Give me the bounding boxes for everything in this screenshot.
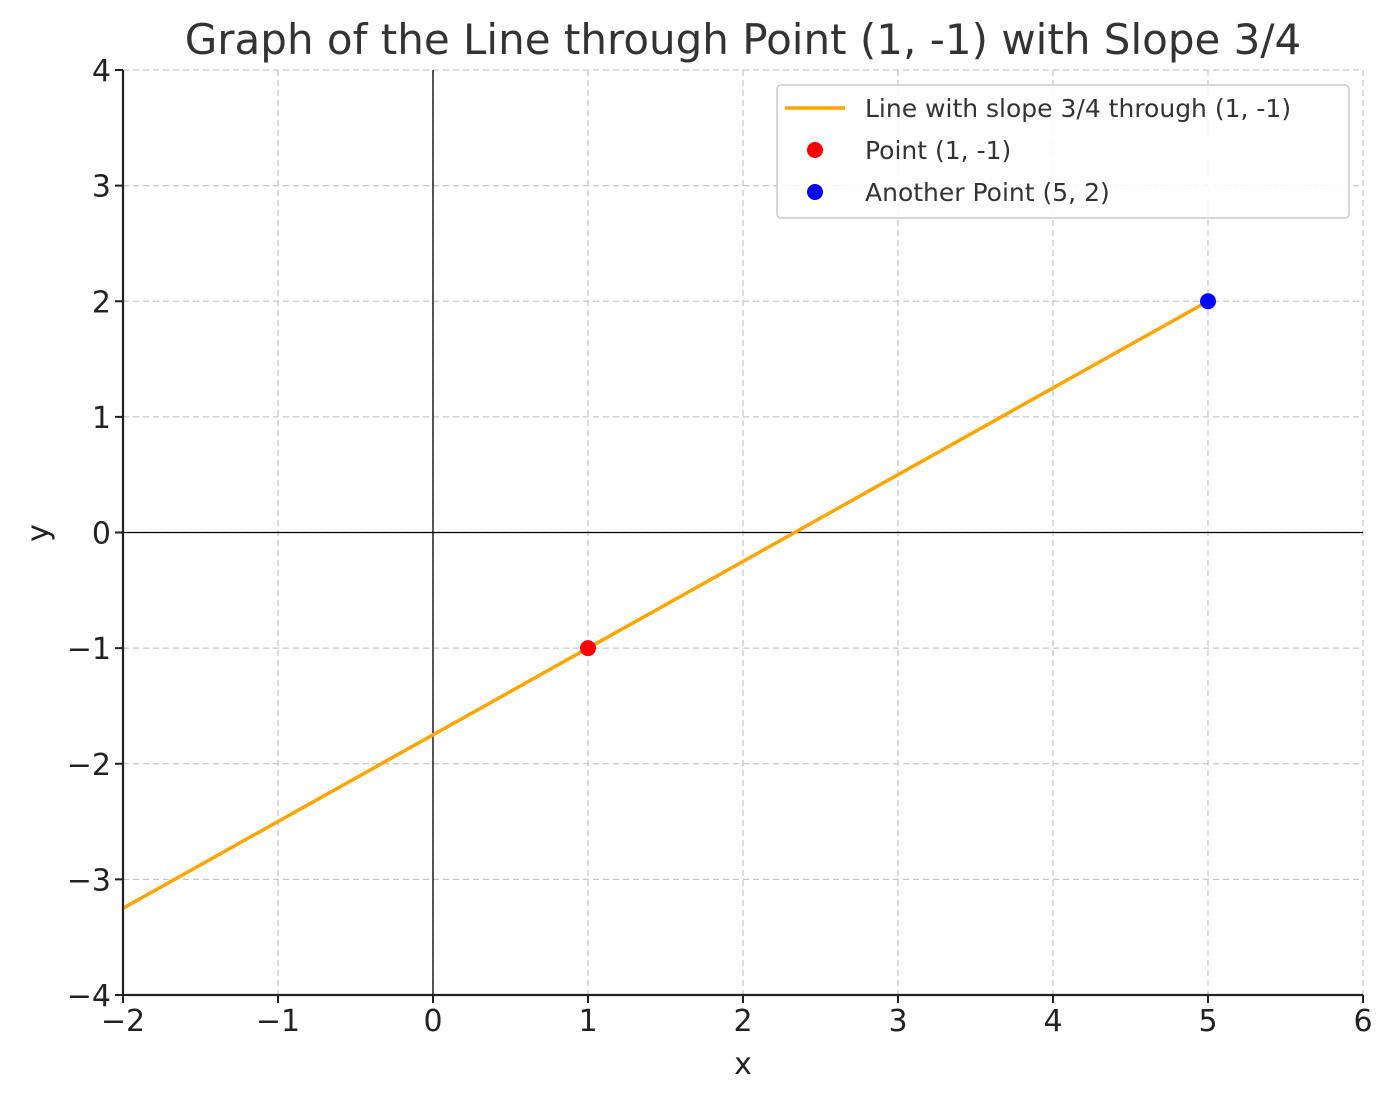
x-tick-label-1: −1: [256, 1004, 300, 1039]
x-tick-label-4: 2: [733, 1004, 752, 1039]
legend-point-swatch-2: [807, 184, 823, 200]
y-axis-label: y: [21, 524, 56, 542]
x-tick-label-2: 0: [423, 1004, 442, 1039]
y-tick-label-7: 3: [92, 170, 111, 205]
legend-box: [776, 84, 1350, 219]
y-tick-label-4: 0: [92, 517, 111, 552]
data-point-2-0: [1200, 293, 1216, 310]
legend: Line with slope 3/4 through (1, -1) Point…: [776, 84, 1350, 219]
y-tick-label-5: 1: [92, 401, 111, 436]
y-tick-label-6: 2: [92, 285, 111, 320]
y-tick-label-8: 4: [92, 54, 111, 89]
legend-label-2: Another Point (5, 2): [865, 178, 1110, 207]
axes: [115, 69, 1364, 1003]
zero-lines: [123, 70, 1363, 995]
x-tick-label-6: 4: [1043, 1004, 1062, 1039]
data-point-1-0: [580, 640, 596, 657]
tick-labels: −2 −1 0 1 2 3 4 5 6 −4 −3 −2 −1 0 1 2 3 4: [67, 54, 1373, 1039]
x-tick-label-3: 1: [578, 1004, 597, 1039]
y-tick-label-2: −2: [67, 748, 111, 783]
legend-label-1: Point (1, -1): [865, 136, 1011, 165]
plot-series: [122, 293, 1216, 910]
x-axis-label: x: [734, 1047, 752, 1082]
x-tick-label-0: −2: [101, 1004, 145, 1039]
series-line-0: [122, 299, 1209, 910]
legend-label-0: Line with slope 3/4 through (1, -1): [865, 94, 1291, 123]
x-tick-label-8: 6: [1353, 1004, 1372, 1039]
x-tick-label-5: 3: [888, 1004, 907, 1039]
x-tick-label-7: 5: [1198, 1004, 1217, 1039]
y-tick-label-1: −3: [67, 863, 111, 898]
legend-point-swatch-1: [807, 142, 823, 158]
y-tick-label-3: −1: [67, 632, 111, 667]
chart-title: Graph of the Line through Point (1, -1) …: [185, 15, 1302, 64]
y-tick-label-0: −4: [67, 979, 111, 1014]
